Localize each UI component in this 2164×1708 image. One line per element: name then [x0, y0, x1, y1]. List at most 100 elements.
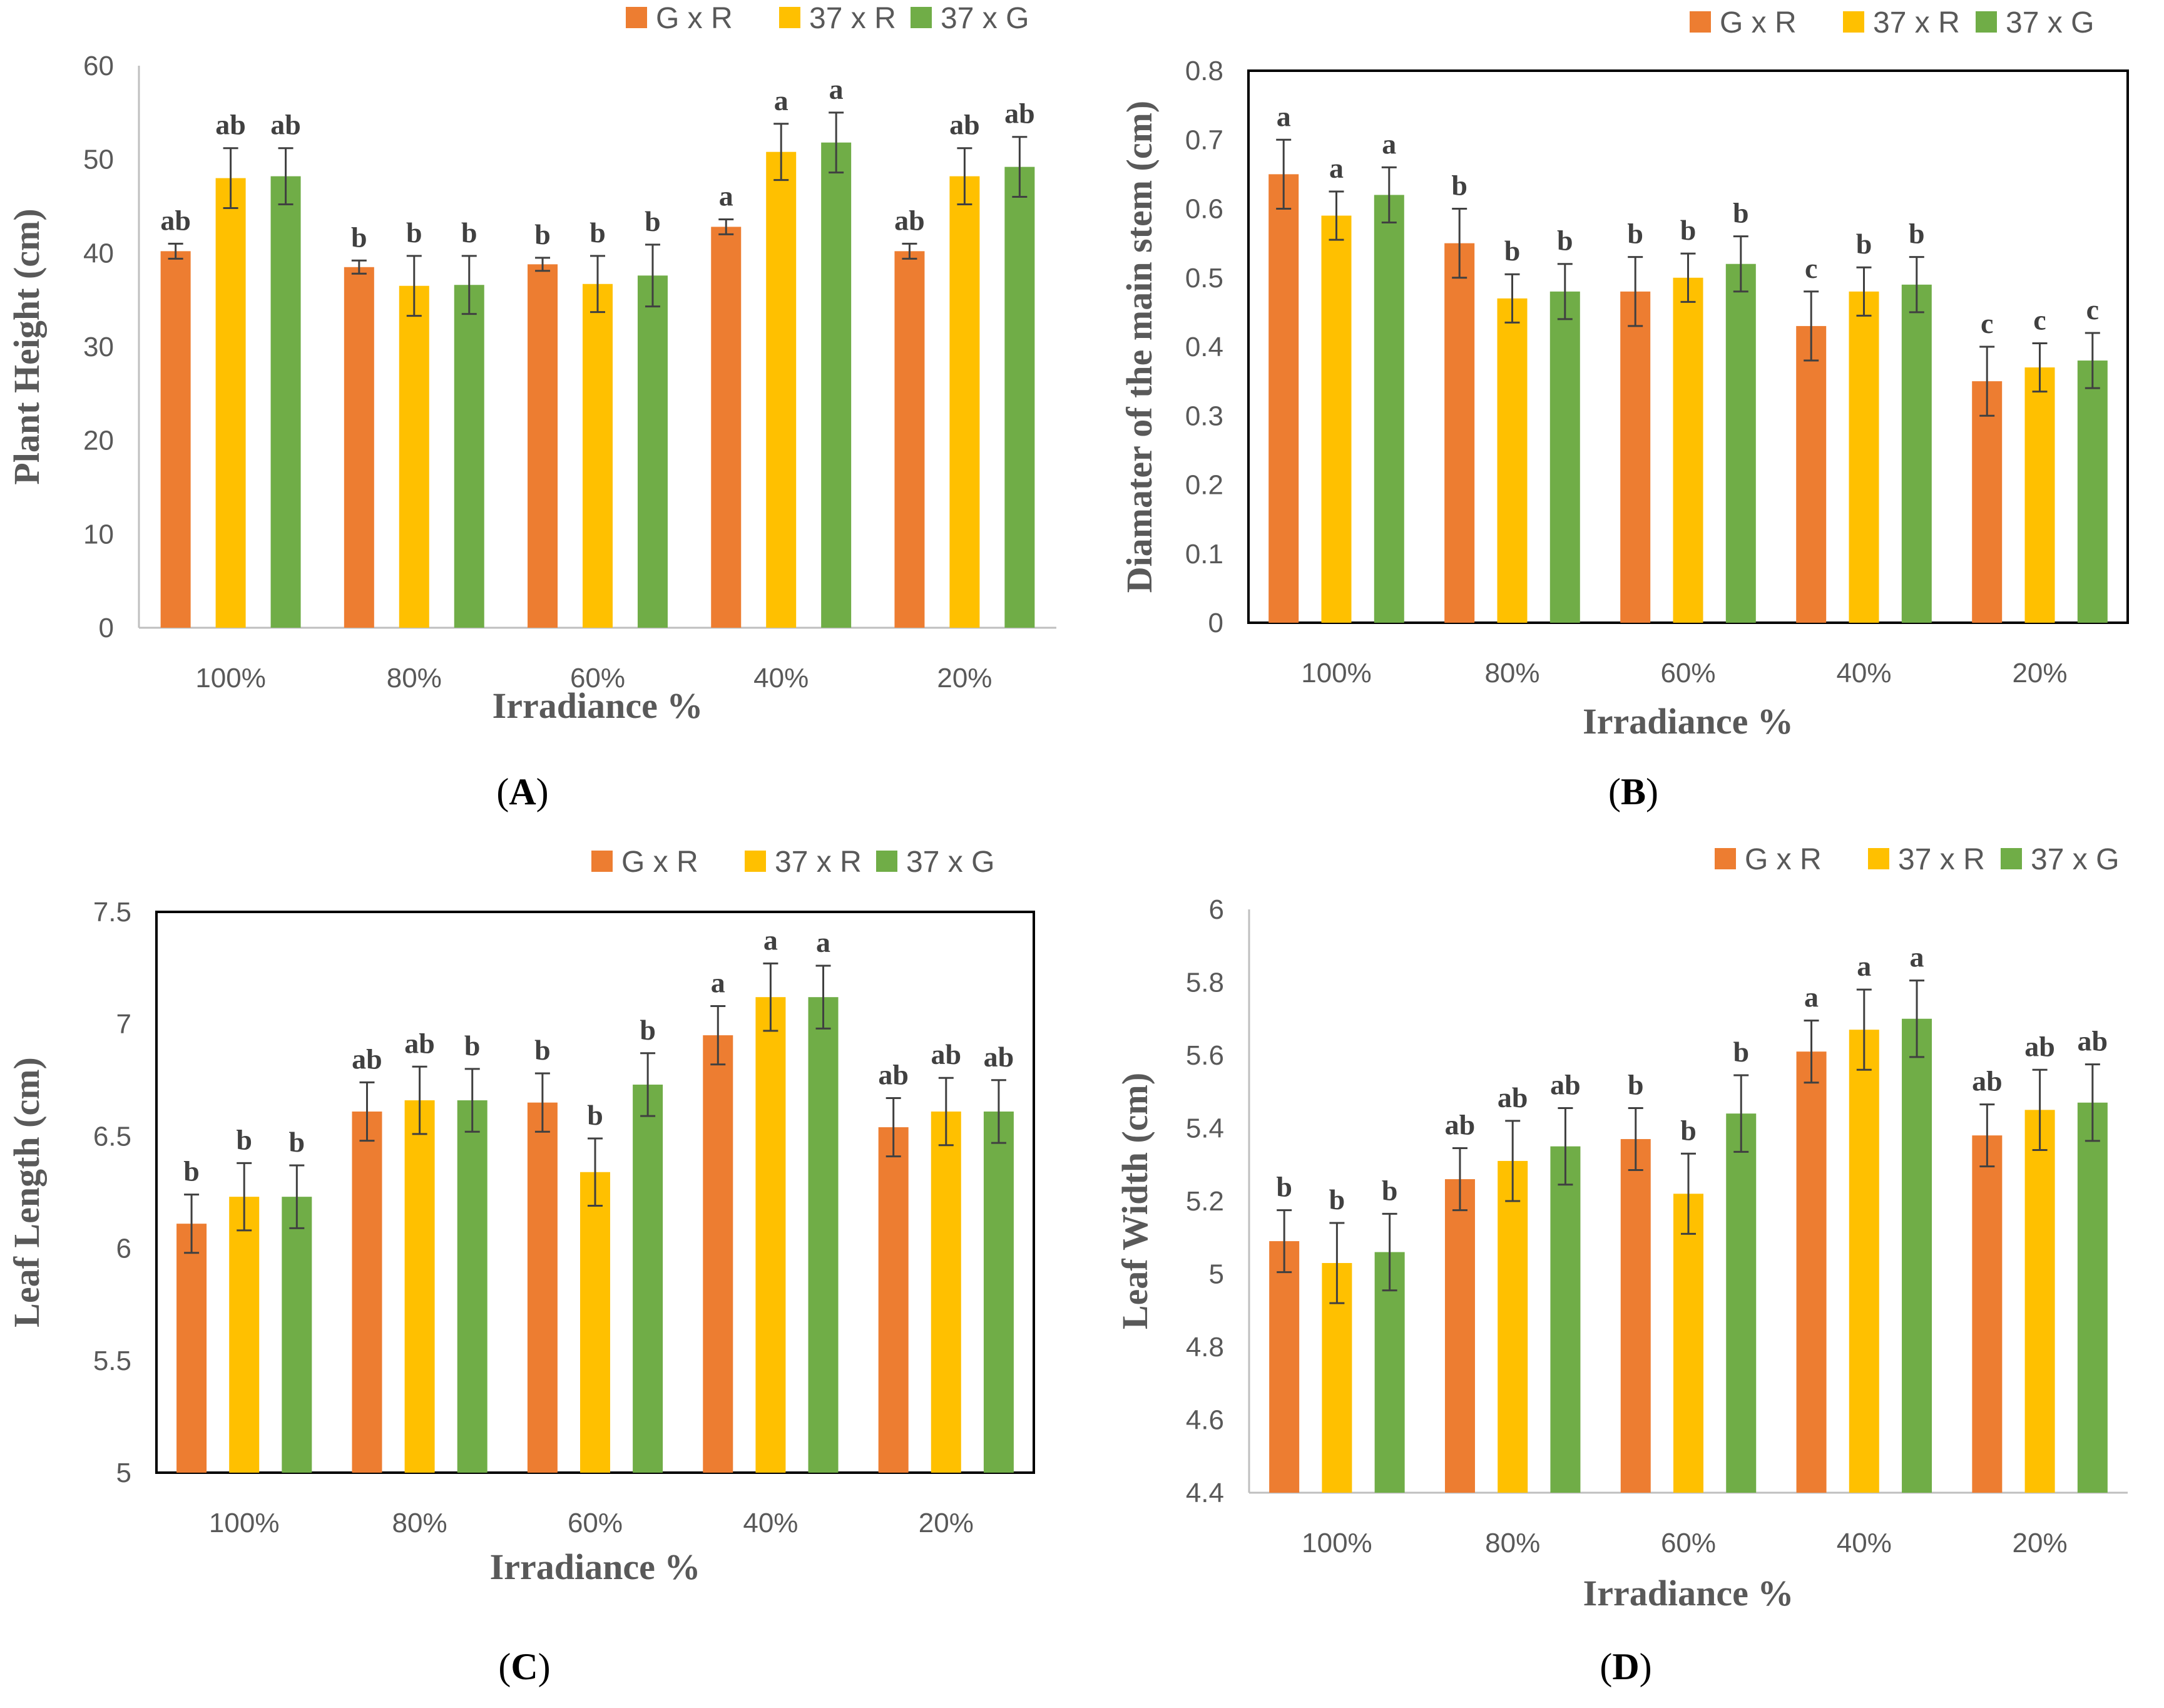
bar	[1444, 243, 1475, 623]
legend-label: G x R	[1745, 843, 1822, 876]
bar	[1972, 381, 2003, 623]
y-tick-label: 7.5	[93, 897, 131, 928]
significance-label: ab	[1972, 1065, 2003, 1097]
chart-panel-b: 0 0.1 0.2 0.3 0.4 0.5 0.6 0.7 0.8 100% a a a 80% b b b 60…	[1119, 6, 2129, 812]
x-tick-label: 60%	[568, 1508, 623, 1538]
significance-label: b	[1276, 1171, 1292, 1203]
y-tick-label: 0.4	[1185, 332, 1223, 362]
x-tick-label: 80%	[1484, 658, 1539, 688]
bar	[1673, 1194, 1703, 1493]
x-tick-label: 100%	[209, 1508, 280, 1538]
significance-label: b	[351, 221, 367, 253]
bar	[1972, 1135, 2003, 1493]
significance-label: ab	[1445, 1109, 1476, 1141]
significance-label: b	[236, 1123, 252, 1155]
legend-label: 37 x G	[906, 846, 994, 879]
legend-swatch	[626, 7, 647, 28]
x-tick-label: 40%	[743, 1508, 798, 1538]
panel-letter: C	[511, 1646, 538, 1687]
bar	[1498, 1160, 1528, 1493]
bar	[755, 997, 786, 1473]
x-axis-title: Irradiance %	[493, 685, 703, 726]
bar	[1444, 1179, 1475, 1493]
bar	[766, 151, 797, 628]
legend: G x R 37 x R 37 x G	[626, 2, 1029, 35]
y-tick-label: 0.6	[1185, 194, 1223, 225]
bar	[2024, 1110, 2055, 1493]
x-tick-label: 40%	[753, 663, 809, 693]
significance-label: b	[1628, 1068, 1644, 1100]
bar	[528, 264, 558, 628]
significance-label: b	[1856, 228, 1872, 260]
x-tick-label: 20%	[937, 663, 992, 693]
bar	[1374, 195, 1404, 623]
bar	[1725, 263, 1756, 623]
y-tick-label: 30	[83, 332, 114, 362]
bar	[1550, 1146, 1581, 1493]
bar	[1620, 1138, 1651, 1493]
legend-label: 37 x R	[1898, 843, 1985, 876]
x-tick-label: 60%	[1660, 658, 1715, 688]
significance-label: a	[719, 180, 733, 212]
bar	[1902, 1018, 1932, 1493]
legend-label: G x R	[621, 846, 698, 879]
y-axis-title: Leaf Width (cm)	[1115, 1073, 1155, 1329]
y-tick-label: 5.6	[1186, 1040, 1224, 1071]
y-tick-label: 7	[116, 1009, 131, 1040]
legend-swatch	[779, 7, 800, 28]
significance-label: c	[2086, 294, 2099, 325]
legend: G x R 37 x R 37 x G	[591, 846, 994, 879]
significance-label: b	[587, 1099, 603, 1131]
x-axis-title: Irradiance %	[1583, 701, 1794, 742]
bar	[1269, 1241, 1300, 1493]
significance-label: b	[1451, 170, 1467, 202]
legend-label: 37 x G	[941, 2, 1029, 35]
significance-label: ab	[949, 109, 980, 141]
x-tick-label: 80%	[1485, 1528, 1540, 1558]
legend-swatch	[1690, 11, 1711, 33]
legend: G x R 37 x R 37 x G	[1690, 6, 2094, 39]
significance-label: ab	[352, 1043, 382, 1075]
legend-label: G x R	[1720, 6, 1797, 39]
x-tick-label: 20%	[2012, 658, 2067, 688]
significance-label: b	[640, 1014, 656, 1046]
bar	[1849, 1030, 1879, 1493]
y-tick-label: 0.1	[1185, 539, 1223, 570]
significance-label: a	[774, 84, 789, 116]
x-tick-label: 60%	[570, 663, 625, 693]
bar	[1796, 325, 1827, 623]
panel-letter: A	[509, 771, 536, 812]
panel-letter: D	[1612, 1646, 1639, 1687]
x-tick-label: 40%	[1837, 1528, 1892, 1558]
significance-label: ab	[404, 1027, 435, 1059]
significance-label: b	[289, 1126, 305, 1158]
significance-label: ab	[931, 1038, 962, 1070]
bar	[1497, 298, 1528, 623]
legend-swatch	[876, 851, 897, 872]
y-tick-label: 5.2	[1186, 1186, 1224, 1217]
bar	[1849, 291, 1879, 623]
significance-label: b	[1557, 225, 1573, 257]
bar	[2077, 361, 2108, 623]
bar	[637, 275, 668, 628]
bar	[1901, 284, 1932, 623]
panel-label: (C)	[498, 1646, 550, 1687]
x-axis-title: Irradiance %	[1583, 1573, 1794, 1613]
legend-label: 37 x G	[2006, 6, 2094, 39]
bar	[404, 1100, 435, 1473]
significance-label: ab	[160, 204, 191, 236]
bar	[270, 176, 301, 628]
significance-label: a	[763, 924, 778, 956]
significance-label: a	[829, 73, 844, 105]
bar	[176, 1224, 207, 1473]
bar	[1321, 215, 1352, 623]
significance-label: ab	[894, 204, 925, 236]
y-tick-label: 0.3	[1185, 401, 1223, 431]
significance-label: b	[645, 205, 661, 237]
bar	[949, 176, 980, 628]
bar	[931, 1111, 961, 1473]
y-tick-label: 5	[116, 1458, 131, 1488]
y-tick-label: 0	[1208, 608, 1223, 638]
significance-label: a	[1910, 941, 1924, 973]
